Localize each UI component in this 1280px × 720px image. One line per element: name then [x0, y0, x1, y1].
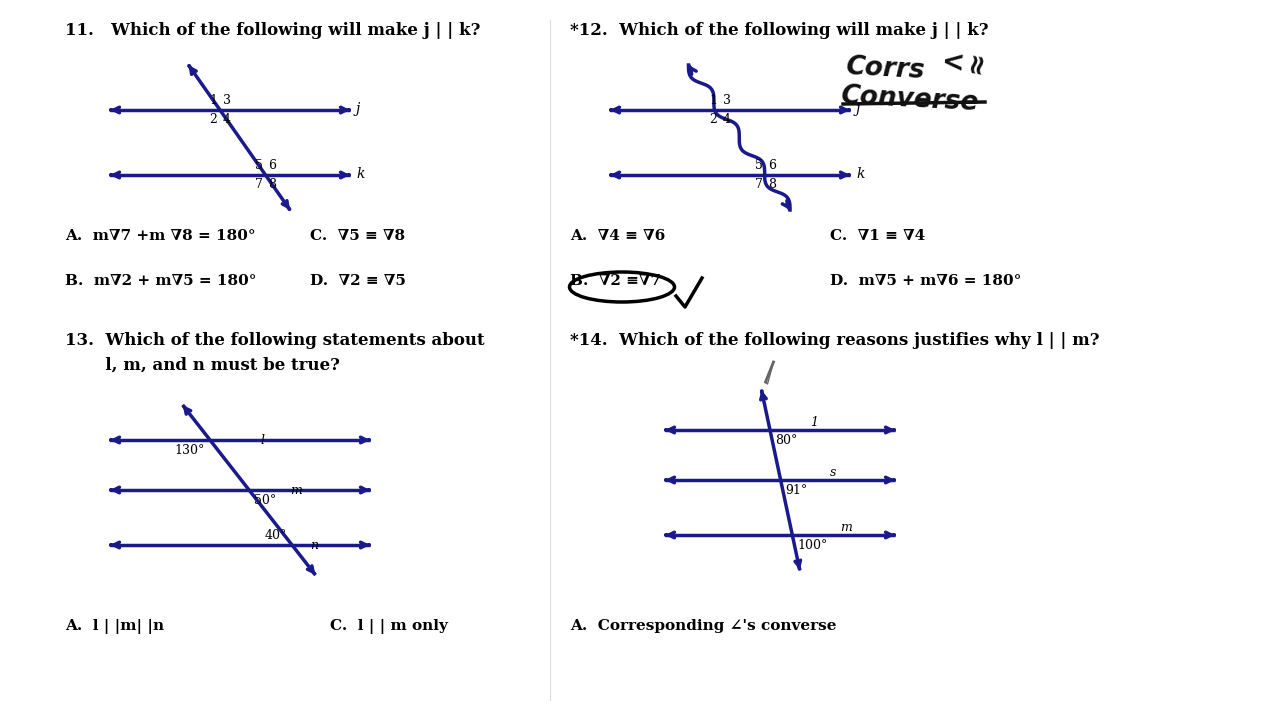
Text: <: <	[940, 48, 965, 78]
Text: 80°: 80°	[774, 434, 797, 447]
Text: 11.   Which of the following will make j | | k?: 11. Which of the following will make j |…	[65, 22, 480, 39]
Text: 2: 2	[209, 113, 218, 126]
Text: *12.  Which of the following will make j | | k?: *12. Which of the following will make j …	[570, 22, 988, 39]
Text: 1: 1	[209, 94, 218, 107]
Text: 7: 7	[255, 178, 262, 191]
Text: l, m, and n must be true?: l, m, and n must be true?	[65, 357, 340, 374]
Text: k: k	[856, 167, 864, 181]
Text: 13.  Which of the following statements about: 13. Which of the following statements ab…	[65, 332, 485, 349]
Text: k: k	[356, 167, 365, 181]
Text: A.  Corresponding ∠'s converse: A. Corresponding ∠'s converse	[570, 619, 837, 633]
Text: 4: 4	[723, 113, 731, 126]
Text: A.  ∇4 ≡ ∇6: A. ∇4 ≡ ∇6	[570, 229, 666, 243]
Text: 7: 7	[755, 178, 763, 191]
Text: j: j	[856, 102, 860, 116]
Text: l: l	[260, 434, 264, 447]
Text: C.  ∇1 ≡ ∇4: C. ∇1 ≡ ∇4	[829, 229, 925, 243]
Text: 4: 4	[223, 113, 230, 126]
Text: C.  ∇5 ≡ ∇8: C. ∇5 ≡ ∇8	[310, 229, 406, 243]
Text: j: j	[356, 102, 360, 116]
Text: 100°: 100°	[797, 539, 828, 552]
Text: D.  m∇5 + m∇6 = 180°: D. m∇5 + m∇6 = 180°	[829, 274, 1021, 288]
Text: 3: 3	[223, 94, 230, 107]
Text: B.  ∇2 ≡∇7: B. ∇2 ≡∇7	[570, 274, 660, 288]
Text: 91°: 91°	[786, 484, 808, 497]
Text: m: m	[291, 484, 302, 497]
Text: 40°: 40°	[265, 529, 287, 542]
Text: A.  l | |m| |n: A. l | |m| |n	[65, 619, 164, 634]
Text: m: m	[840, 521, 852, 534]
Text: Corrs: Corrs	[845, 54, 925, 84]
Text: D.  ∇2 ≡ ∇5: D. ∇2 ≡ ∇5	[310, 274, 406, 288]
Text: 1: 1	[810, 416, 818, 429]
Text: s: s	[829, 466, 836, 479]
Text: C.  l | | m only: C. l | | m only	[330, 619, 448, 634]
Text: Converse: Converse	[840, 83, 979, 116]
Text: 1: 1	[709, 94, 717, 107]
Text: 8: 8	[269, 178, 276, 191]
Text: A.  m∇7 +m ∇8 = 180°: A. m∇7 +m ∇8 = 180°	[65, 229, 256, 243]
Text: 50°: 50°	[253, 494, 276, 507]
Text: 130°: 130°	[174, 444, 205, 457]
Text: 5: 5	[755, 159, 763, 172]
Text: 8: 8	[768, 178, 777, 191]
Text: 2: 2	[709, 113, 717, 126]
Text: B.  m∇2 + m∇5 = 180°: B. m∇2 + m∇5 = 180°	[65, 274, 256, 288]
Text: 6: 6	[269, 159, 276, 172]
Text: 6: 6	[768, 159, 777, 172]
Text: 5: 5	[255, 159, 262, 172]
Text: 3: 3	[723, 94, 731, 107]
Text: ≈: ≈	[960, 48, 992, 76]
Text: *14.  Which of the following reasons justifies why l | | m?: *14. Which of the following reasons just…	[570, 332, 1100, 349]
Text: n: n	[310, 539, 317, 552]
